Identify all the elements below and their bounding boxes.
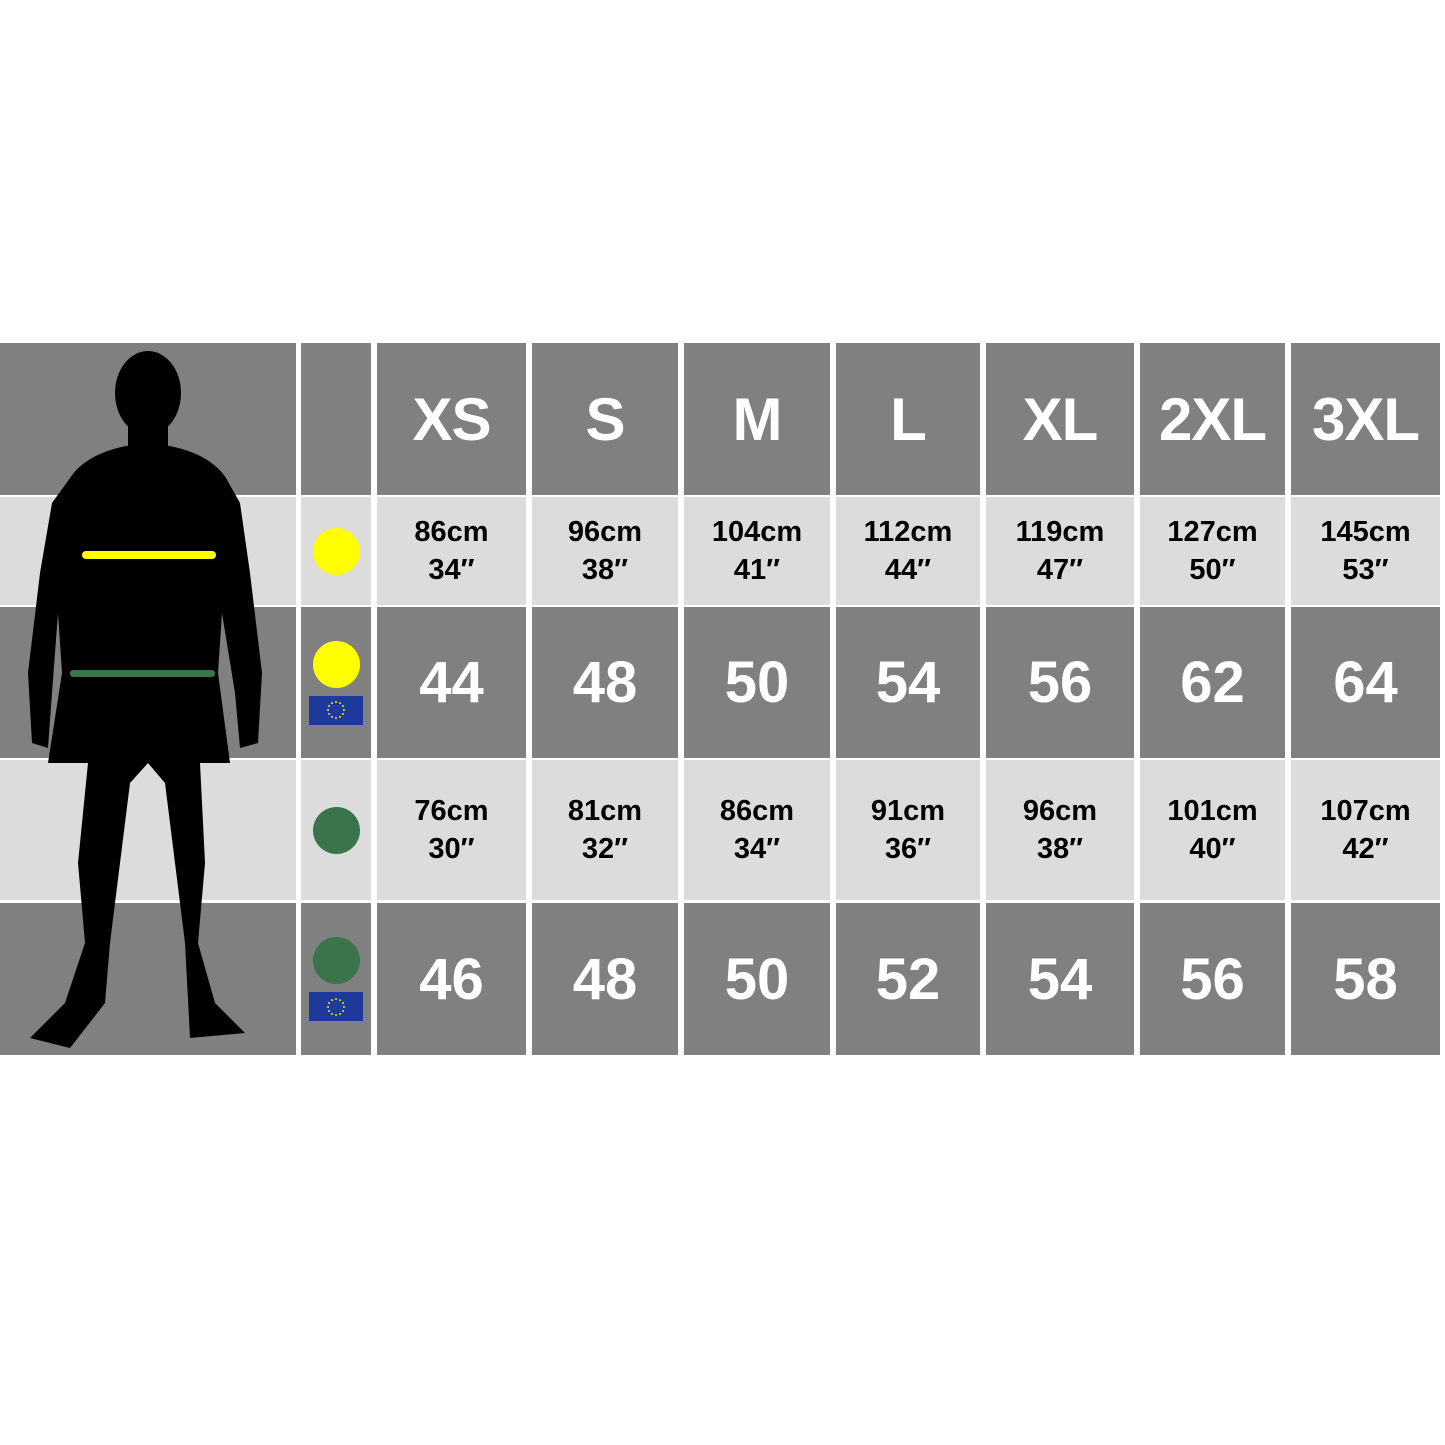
chest-cm: 112cm — [863, 516, 953, 548]
waist-cm: 101cm — [1167, 795, 1258, 827]
table-cell: 107cm 42″ — [1291, 760, 1440, 900]
chest-eu-size: 44 — [419, 650, 484, 715]
size-label: L — [890, 385, 927, 453]
table-cell: 58 — [1291, 903, 1440, 1055]
waist-eu-size: 58 — [1333, 946, 1398, 1012]
table-cell: 48 — [532, 607, 678, 758]
male-silhouette-figure — [28, 351, 262, 1048]
table-cell: 81cm 32″ — [532, 760, 678, 900]
chest-eu-size: 54 — [875, 650, 941, 715]
marker-cell — [301, 903, 371, 1055]
waist-cm: 76cm — [414, 795, 489, 827]
table-cell: 3XL — [1291, 343, 1440, 495]
eu-flag-icon — [309, 992, 363, 1021]
table-cell: 46 — [377, 903, 526, 1055]
waist-in: 38″ — [1036, 833, 1084, 865]
table-cell: 101cm 40″ — [1140, 760, 1285, 900]
table-cell: 48 — [532, 903, 678, 1055]
waist-in: 36″ — [884, 833, 932, 865]
table-cell: XL — [986, 343, 1134, 495]
chest-in: 53″ — [1342, 554, 1389, 586]
chest-eu-size: 50 — [724, 650, 790, 715]
chest-eu-size: 56 — [1027, 650, 1093, 715]
waist-measure-line — [70, 670, 215, 677]
table-cell: 54 — [836, 607, 980, 758]
table-cell: 54 — [986, 903, 1134, 1055]
size-label: XL — [1022, 385, 1099, 453]
chest-measure-line — [82, 551, 216, 559]
marker-cell — [301, 760, 371, 900]
chest-cm: 86cm — [414, 516, 489, 548]
table-cell: M — [684, 343, 830, 495]
table-cell: 44 — [377, 607, 526, 758]
chest-eu-size: 62 — [1180, 650, 1245, 715]
waist-cm: 86cm — [719, 795, 795, 827]
waist-marker-icon — [312, 806, 360, 854]
waist-in: 34″ — [733, 833, 781, 865]
table-cell: 96cm 38″ — [986, 760, 1134, 900]
chest-in: 34″ — [428, 554, 475, 586]
table-cell: 76cm 30″ — [377, 760, 526, 900]
size-label: M — [732, 385, 783, 453]
table-cell: 50 — [684, 607, 830, 758]
table-cell: 52 — [836, 903, 980, 1055]
chest-cm: 145cm — [1320, 516, 1411, 548]
table-cell: 104cm 41″ — [684, 497, 830, 605]
waist-in: 30″ — [428, 833, 475, 865]
waist-marker-icon — [312, 937, 360, 984]
table-cell: L — [836, 343, 980, 495]
table-cell: 64 — [1291, 607, 1440, 758]
size-label: XS — [412, 385, 491, 453]
chest-cm: 119cm — [1015, 516, 1105, 548]
waist-eu-size: 54 — [1027, 946, 1093, 1012]
table-cell: 86cm 34″ — [684, 760, 830, 900]
table-cell: 56 — [1140, 903, 1285, 1055]
table-cell: 96cm 38″ — [532, 497, 678, 605]
chest-in: 44″ — [884, 554, 932, 586]
table-cell: XS — [377, 343, 526, 495]
table-cell: 112cm 44″ — [836, 497, 980, 605]
chest-in: 47″ — [1036, 554, 1084, 586]
table-cell: 86cm 34″ — [377, 497, 526, 605]
chest-cm: 96cm — [567, 516, 643, 548]
waist-eu-size: 52 — [875, 946, 941, 1012]
table-cell: 127cm 50″ — [1140, 497, 1285, 605]
table-cell: 145cm 53″ — [1291, 497, 1440, 605]
chest-in: 41″ — [733, 554, 781, 586]
marker-cell — [301, 607, 371, 758]
marker-cell — [301, 343, 371, 495]
table-cell: 56 — [986, 607, 1134, 758]
waist-cm: 96cm — [1022, 795, 1098, 827]
waist-in: 32″ — [581, 833, 629, 865]
table-cell: S — [532, 343, 678, 495]
size-label: 3XL — [1311, 385, 1420, 453]
waist-cm: 107cm — [1320, 795, 1411, 827]
table-cell: 91cm 36″ — [836, 760, 980, 900]
figure-cell — [0, 760, 296, 900]
waist-in: 40″ — [1189, 833, 1236, 865]
waist-eu-size: 50 — [724, 946, 790, 1012]
table-cell: 50 — [684, 903, 830, 1055]
chest-in: 50″ — [1189, 554, 1236, 586]
marker-cell — [301, 497, 371, 605]
waist-eu-size: 56 — [1180, 946, 1245, 1012]
waist-eu-size: 48 — [572, 946, 638, 1012]
chest-marker-icon — [312, 527, 360, 575]
chest-marker-icon — [312, 640, 360, 688]
chest-in: 38″ — [581, 554, 629, 586]
chest-eu-size: 48 — [572, 650, 638, 715]
table-cell: 119cm 47″ — [986, 497, 1134, 605]
chest-cm: 127cm — [1167, 516, 1258, 548]
waist-in: 42″ — [1342, 833, 1389, 865]
waist-cm: 81cm — [567, 795, 643, 827]
waist-cm: 91cm — [870, 795, 946, 827]
table-cell: 2XL — [1140, 343, 1285, 495]
eu-flag-icon — [309, 695, 363, 725]
size-label: S — [585, 385, 625, 453]
size-label: 2XL — [1158, 385, 1267, 453]
chest-cm: 104cm — [711, 516, 803, 548]
waist-eu-size: 46 — [419, 946, 484, 1012]
chest-eu-size: 64 — [1333, 650, 1398, 715]
table-cell: 62 — [1140, 607, 1285, 758]
